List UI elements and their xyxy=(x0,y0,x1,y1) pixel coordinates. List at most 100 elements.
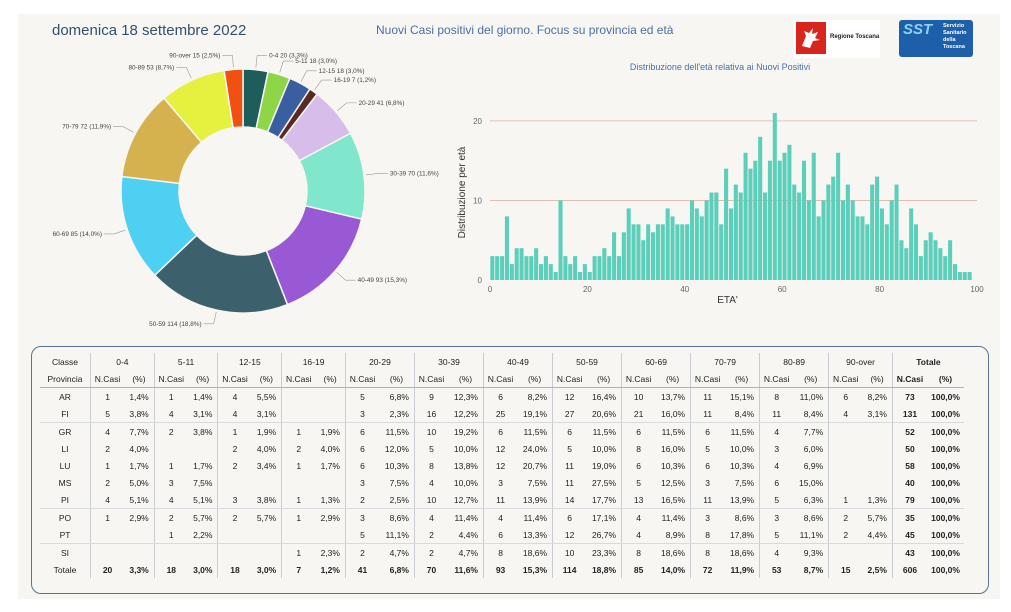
province-cell: SI xyxy=(60,547,70,558)
donut-leader-line xyxy=(300,70,317,82)
ncasi-cell: 4 xyxy=(217,405,252,423)
age-bar xyxy=(733,184,738,280)
ncasi-cell: 5 xyxy=(690,440,725,457)
ncasi-cell: 8 xyxy=(483,543,518,561)
total-pct-cell: 15,3% xyxy=(522,564,548,575)
age-bar xyxy=(519,248,524,280)
pegasus-icon xyxy=(796,22,826,54)
ncasi-cell xyxy=(281,474,316,491)
age-class-header: 12-15 xyxy=(217,353,282,370)
ncasi-cell: 2 xyxy=(344,543,380,561)
x-tick-label: 60 xyxy=(778,285,787,294)
ncasi-header: N.Casi xyxy=(828,370,863,388)
ncasi-cell: 2 xyxy=(413,526,449,544)
ncasi-cell: 11 xyxy=(552,457,587,474)
pct-cell: 11,4% xyxy=(454,512,478,523)
ncasi-cell: 4 xyxy=(217,387,252,405)
regione-toscana-label: Regione Toscana xyxy=(830,34,880,40)
ncasi-header: N.Casi xyxy=(891,370,928,388)
age-bar xyxy=(543,256,548,280)
age-bar xyxy=(816,216,821,280)
total-ncasi-cell: 45 xyxy=(891,526,928,544)
age-bar xyxy=(689,200,695,280)
age-bar xyxy=(840,200,846,280)
total-pct-cell: 11,9% xyxy=(730,564,755,575)
pct-cell: 18,6% xyxy=(730,547,755,558)
class-header: Classe xyxy=(52,356,78,367)
pct-cell: 1,4% xyxy=(129,391,149,402)
age-bar xyxy=(524,256,529,280)
pct-cell: 10,3% xyxy=(660,460,686,471)
pct-cell: 13,7% xyxy=(660,391,686,402)
ncasi-cell: 5 xyxy=(90,405,125,423)
sst-logo-text: Servizio Sanitario della Toscana xyxy=(943,23,967,50)
ncasi-cell: 4 xyxy=(759,457,794,474)
total-pct-cell: 18,8% xyxy=(591,564,617,575)
ncasi-cell: 1 xyxy=(281,508,316,526)
ncasi-cell: 3 xyxy=(759,508,794,526)
ncasi-cell: 12 xyxy=(552,526,587,544)
ncasi-cell: 2 xyxy=(90,440,125,457)
ncasi-cell: 6 xyxy=(483,422,518,440)
age-bar xyxy=(728,208,733,280)
age-bar xyxy=(636,224,641,280)
pct-cell: 1,3% xyxy=(315,491,346,509)
pct-cell: 16,4% xyxy=(591,391,617,402)
age-bar xyxy=(646,224,651,280)
pct-cell: 12,3% xyxy=(453,391,478,402)
age-bar xyxy=(787,144,792,280)
cases-table: Classe 0-4 5-11 12-15 16-19 20-29 30-39 40-49 50… xyxy=(40,353,964,578)
age-distribution-bar-chart: Distribuzione dell'età relativa ai Nuovi… xyxy=(457,62,984,306)
age-donut-chart: 0-4 20 (3,3%)5-11 18 (3,0%) 12-15 18 (3,0… xyxy=(53,52,439,327)
ncasi-cell: 4 xyxy=(759,543,794,561)
pct-cell: 11,5% xyxy=(730,426,755,437)
table-header-row: Classe 0-4 5-11 12-15 16-19 20-29 30-39 40-49 50… xyxy=(40,353,964,370)
ncasi-cell: 14 xyxy=(552,491,587,509)
age-bar xyxy=(514,248,519,280)
total-pct-cell: 3,0% xyxy=(256,564,277,575)
age-bar xyxy=(967,272,972,280)
y-tick-label: 20 xyxy=(473,117,482,126)
ncasi-cell: 5 xyxy=(759,491,794,509)
ncasi-cell: 21 xyxy=(621,405,656,423)
pct-cell: 1,9% xyxy=(320,426,340,437)
table-row: PT 1 2,2% 5 11,1% 2 4,4% 6 13,3% 12 26,7% 4 8,9% 8 17,… xyxy=(40,526,964,544)
pct-cell xyxy=(315,526,346,544)
ncasi-cell: 4 xyxy=(90,422,125,440)
ncasi-cell: 3 xyxy=(153,474,188,491)
ncasi-header: N.Casi xyxy=(483,370,518,388)
age-bar xyxy=(899,240,904,280)
age-bar xyxy=(865,224,870,280)
pct-cell: 4,0% xyxy=(256,443,277,454)
pct-cell: 8,2% xyxy=(867,391,887,402)
pct-cell: 17,7% xyxy=(586,491,622,509)
pct-cell: 1,7% xyxy=(193,460,213,471)
total-ncasi-cell: 18 xyxy=(153,561,188,578)
donut-leader-line xyxy=(255,55,268,68)
age-bar xyxy=(952,264,958,280)
pct-cell: 10,3% xyxy=(384,460,409,471)
pct-cell: 3,8% xyxy=(124,405,155,423)
ncasi-cell: 3 xyxy=(344,474,380,491)
ncasi-cell xyxy=(828,474,863,491)
age-bar xyxy=(889,200,894,280)
pct-cell: 15,1% xyxy=(730,391,755,402)
pct-cell: 27,5% xyxy=(591,477,617,488)
pct-cell: 20,7% xyxy=(522,460,548,471)
ncasi-cell: 6 xyxy=(690,457,725,474)
ncasi-cell: 13 xyxy=(621,491,656,509)
total-pct-cell: 100,0% xyxy=(931,391,960,402)
ncasi-cell: 8 xyxy=(690,543,725,561)
pct-cell: 16,0% xyxy=(655,405,691,423)
age-bar xyxy=(797,192,802,280)
donut-leader-line xyxy=(222,55,234,68)
pct-cell: 1,3% xyxy=(862,491,893,509)
province-cell: LU xyxy=(59,460,71,471)
ncasi-cell: 2 xyxy=(217,457,252,474)
ncasi-cell: 1 xyxy=(90,457,125,474)
total-ncasi-cell: 72 xyxy=(690,561,725,578)
ncasi-cell: 3 xyxy=(483,474,518,491)
ncasi-cell: 12 xyxy=(483,457,518,474)
x-tick-label: 80 xyxy=(875,285,884,294)
pct-header: (%) xyxy=(124,370,155,388)
